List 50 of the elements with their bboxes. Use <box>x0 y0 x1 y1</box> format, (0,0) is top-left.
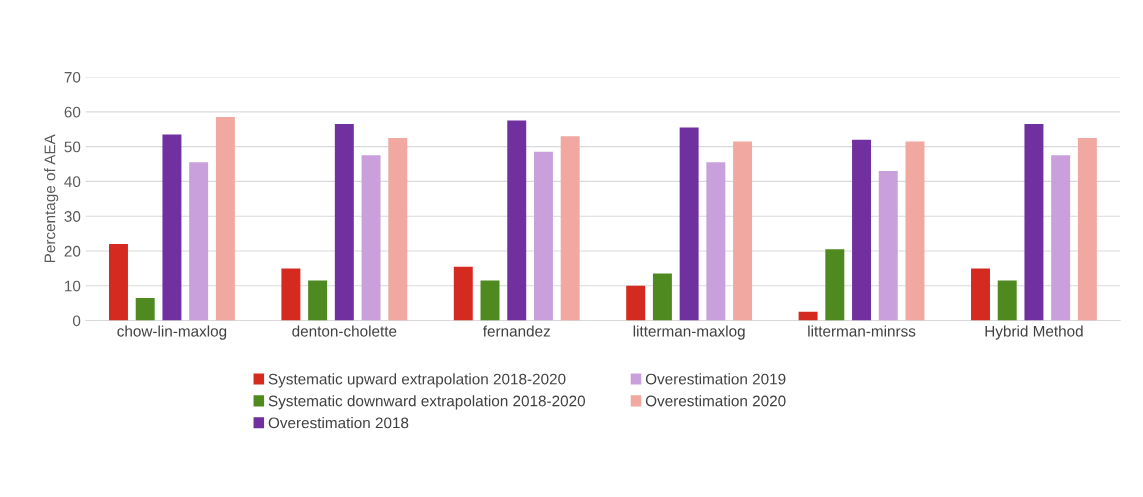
legend-label: Systematic upward extrapolation 2018-2020 <box>268 373 566 388</box>
bar <box>361 155 381 321</box>
x-tick-label: denton-cholette <box>292 325 397 337</box>
legend-label: Overestimation 2020 <box>645 395 786 407</box>
bar <box>1024 124 1044 321</box>
bar <box>480 280 500 321</box>
bar <box>215 117 235 321</box>
x-tick-label: litterman-maxlog <box>633 325 745 340</box>
legend-label: Overestimation 2019 <box>645 373 786 385</box>
bar <box>308 280 328 321</box>
bar <box>109 244 128 321</box>
bar <box>679 127 699 321</box>
x-tick-label: Hybrid Method <box>985 325 1083 340</box>
y-tick-label: 50 <box>64 141 81 153</box>
bar <box>852 139 872 321</box>
y-tick-label: 0 <box>72 315 81 327</box>
y-tick-label: 70 <box>64 71 81 83</box>
bar <box>878 170 898 321</box>
bar <box>533 151 553 321</box>
x-tick-label: chow-lin-maxlog <box>117 325 227 340</box>
bar <box>626 285 646 321</box>
bar <box>997 280 1017 321</box>
y-tick-label: 30 <box>64 211 81 222</box>
bar <box>905 141 925 321</box>
y-tick-label: 40 <box>64 176 81 188</box>
y-tick-label: 20 <box>64 245 81 257</box>
y-axis-title: Percentage of AEA <box>44 134 59 263</box>
legend-label: Systematic downward extrapolation 2018-2020 <box>268 395 586 410</box>
bar <box>798 311 818 321</box>
y-tick-label: 10 <box>65 280 81 292</box>
bar <box>507 120 527 321</box>
bar <box>189 162 209 321</box>
y-tick-label: 60 <box>64 106 81 118</box>
x-tick-label: litterman-minrss <box>808 325 916 337</box>
bar <box>388 137 408 321</box>
bar <box>1077 137 1097 321</box>
bar <box>706 162 726 321</box>
bar <box>162 134 182 321</box>
bar <box>1051 155 1071 321</box>
bar <box>825 249 845 321</box>
bar <box>334 124 354 321</box>
x-tick-label: fernandez <box>482 325 550 337</box>
bar <box>652 273 672 321</box>
bar <box>453 266 473 321</box>
bar <box>281 268 301 321</box>
bar <box>560 136 580 321</box>
bar <box>733 141 753 321</box>
legend-label: Overestimation 2018 <box>268 417 409 429</box>
bar <box>971 268 990 321</box>
bar <box>135 297 155 321</box>
